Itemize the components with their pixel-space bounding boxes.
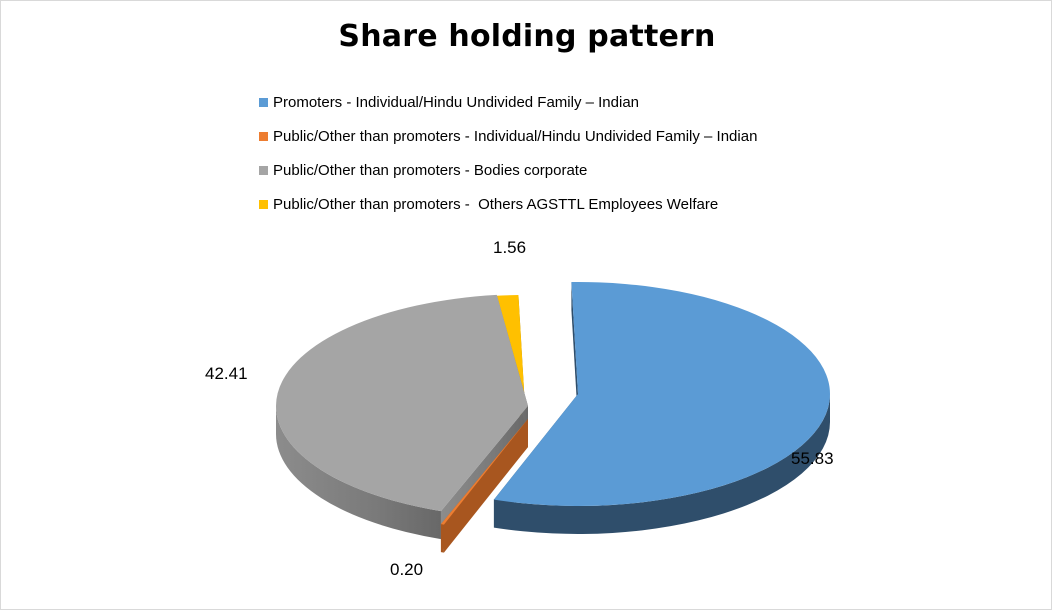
chart-title: Share holding pattern <box>338 19 716 54</box>
data-labels: 55.83 0.20 42.41 1.56 <box>205 238 834 579</box>
pie-slice-promoters-individual <box>493 282 830 535</box>
legend-swatch <box>259 165 268 175</box>
pie-slice-public-bodies-corporate <box>276 294 528 540</box>
data-label-public-individual: 0.20 <box>390 560 423 579</box>
legend-label: Public/Other than promoters - Others AGS… <box>273 195 719 213</box>
data-label-public-employees-welfare: 1.56 <box>493 238 526 257</box>
legend-swatch <box>259 199 268 209</box>
chart-legend: Promoters - Individual/Hindu Undivided F… <box>259 85 757 221</box>
legend-item-public-individual: Public/Other than promoters - Individual… <box>259 119 757 153</box>
legend-label: Public/Other than promoters - Bodies cor… <box>273 161 588 179</box>
pie-slices <box>276 282 830 553</box>
data-label-public-bodies-corporate: 42.41 <box>205 364 248 383</box>
legend-label: Public/Other than promoters - Individual… <box>273 127 758 145</box>
legend-swatch <box>259 97 268 107</box>
legend-item-public-bodies-corporate: Public/Other than promoters - Bodies cor… <box>259 153 757 187</box>
pie-slice-public-individual <box>440 419 528 553</box>
data-label-promoters-individual: 55.83 <box>791 449 834 468</box>
legend-item-promoters-individual: Promoters - Individual/Hindu Undivided F… <box>259 85 757 119</box>
legend-label: Promoters - Individual/Hindu Undivided F… <box>273 93 640 111</box>
legend-item-public-employees-welfare: Public/Other than promoters - Others AGS… <box>259 187 757 221</box>
legend-swatch <box>259 131 268 141</box>
